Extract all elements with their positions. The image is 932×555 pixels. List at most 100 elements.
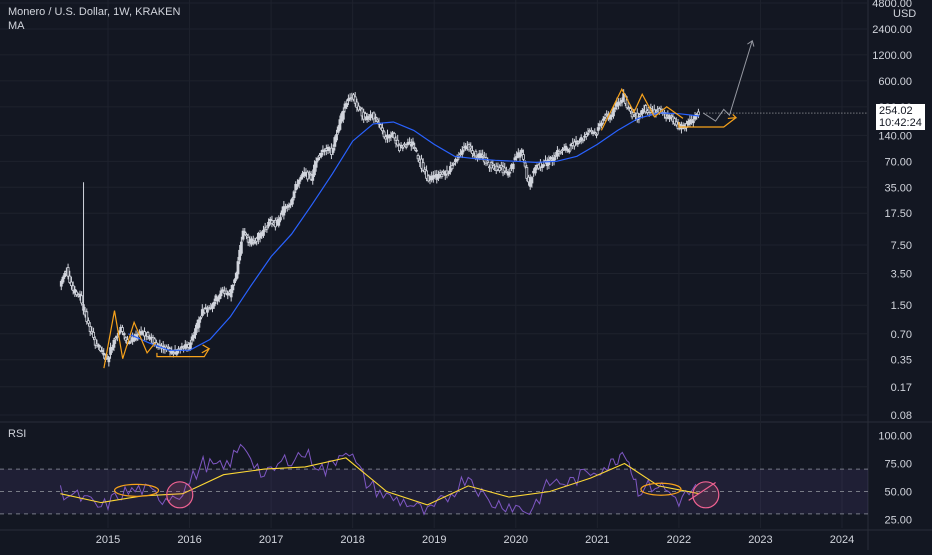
candle-body — [389, 134, 393, 138]
candle-body — [204, 307, 208, 310]
candle-body — [693, 116, 697, 120]
ma-line — [128, 112, 700, 351]
rsi-tick-label: 100.00 — [878, 431, 912, 443]
candle-body — [469, 145, 473, 149]
candle-body — [613, 107, 617, 110]
candle-body — [401, 146, 405, 149]
candle-body — [61, 276, 65, 283]
candle-body — [668, 115, 671, 120]
rsi-ellipse-2021[interactable] — [640, 482, 682, 496]
candle-body — [674, 121, 678, 126]
candle-body — [245, 234, 248, 237]
rsi-circle-2022[interactable] — [692, 481, 720, 509]
rsi-lines — [59, 443, 720, 516]
candle-body — [287, 204, 291, 208]
candle-body — [216, 298, 219, 302]
candle-body — [71, 285, 75, 291]
candle-body — [367, 118, 371, 120]
rsi-ma-line — [60, 457, 700, 506]
axes: 4800.002400.001200.00600.00300.00140.007… — [96, 0, 912, 546]
candle-body — [114, 337, 118, 340]
candle-body — [437, 174, 440, 179]
candle-body — [413, 147, 417, 149]
candle-body — [414, 149, 418, 152]
candle-body — [578, 140, 581, 143]
candle-body — [353, 96, 357, 104]
candle-body — [404, 145, 408, 148]
candle-body — [608, 116, 612, 120]
candle-body — [139, 331, 143, 334]
candle-body — [335, 134, 338, 141]
candle-body — [471, 150, 474, 155]
candle-body — [66, 267, 70, 277]
candle-body — [584, 134, 588, 137]
time-tick-label: 2022 — [667, 534, 691, 546]
candle-body — [374, 116, 378, 119]
candle-body — [143, 331, 146, 337]
candle-body — [323, 149, 327, 152]
candle-body — [316, 158, 320, 161]
candle-body — [603, 117, 607, 119]
pattern-arrow-2022[interactable] — [727, 113, 738, 120]
last-price-value: 254.02 — [879, 105, 913, 117]
candle-body — [450, 165, 454, 170]
candle-body — [251, 240, 255, 243]
time-tick-label: 2015 — [96, 534, 120, 546]
candle-body — [97, 344, 101, 347]
pattern-arrow-2016[interactable] — [201, 344, 211, 354]
candle-body — [70, 281, 73, 287]
candle-body — [525, 167, 529, 179]
candle-body — [508, 171, 512, 174]
candle-body — [549, 157, 553, 160]
pattern-zigzag-2015[interactable] — [103, 310, 156, 369]
candle-body — [122, 333, 126, 336]
candle-body — [194, 328, 197, 336]
candle-body — [294, 184, 298, 191]
candle-body — [421, 162, 425, 171]
candle-body — [277, 218, 281, 226]
candle-body — [589, 130, 593, 133]
candle-body — [513, 157, 517, 161]
candle-body — [586, 132, 590, 135]
candle-body — [265, 226, 269, 230]
price-tick-label: 140.00 — [878, 130, 912, 142]
rsi-trend-2022[interactable] — [688, 482, 716, 501]
candle-body — [639, 113, 643, 116]
candle-body — [292, 191, 296, 199]
candle-body — [87, 320, 90, 324]
candle-body — [217, 295, 221, 300]
candle-body — [314, 161, 318, 168]
candle-body — [331, 147, 335, 153]
candle-body — [282, 206, 286, 216]
price-tick-label: 0.17 — [891, 382, 912, 394]
candle-body — [109, 347, 112, 355]
candle-body — [691, 120, 695, 124]
rsi-ellipse-2015[interactable] — [113, 483, 160, 497]
candle-body — [236, 261, 240, 275]
time-tick-label: 2018 — [340, 534, 364, 546]
candle-body — [447, 171, 451, 175]
price-tick-label: 7.50 — [891, 240, 912, 252]
candle-body — [267, 221, 270, 227]
candle-body — [212, 301, 216, 307]
candle-body — [515, 156, 519, 159]
candle-body — [214, 295, 218, 301]
candle-body — [299, 176, 303, 180]
symbol-title: Monero / U.S. Dollar, 1W, KRAKEN — [8, 6, 181, 18]
time-tick-label: 2021 — [585, 534, 609, 546]
candle-body — [112, 340, 116, 348]
pattern-zigzag-2021[interactable] — [600, 87, 684, 131]
rsi-circle-2016[interactable] — [166, 481, 194, 509]
candle-body — [561, 149, 564, 152]
pattern-base-2015[interactable] — [156, 348, 210, 358]
projection-path[interactable] — [703, 40, 753, 122]
price-tick-label: 35.00 — [884, 182, 912, 194]
candle-body — [612, 107, 615, 117]
candle-body — [520, 149, 524, 153]
pattern-base-2022[interactable] — [678, 117, 737, 128]
pattern-drawings[interactable] — [103, 39, 868, 369]
candle-body — [669, 115, 673, 118]
projection-arrowhead[interactable] — [747, 39, 755, 47]
